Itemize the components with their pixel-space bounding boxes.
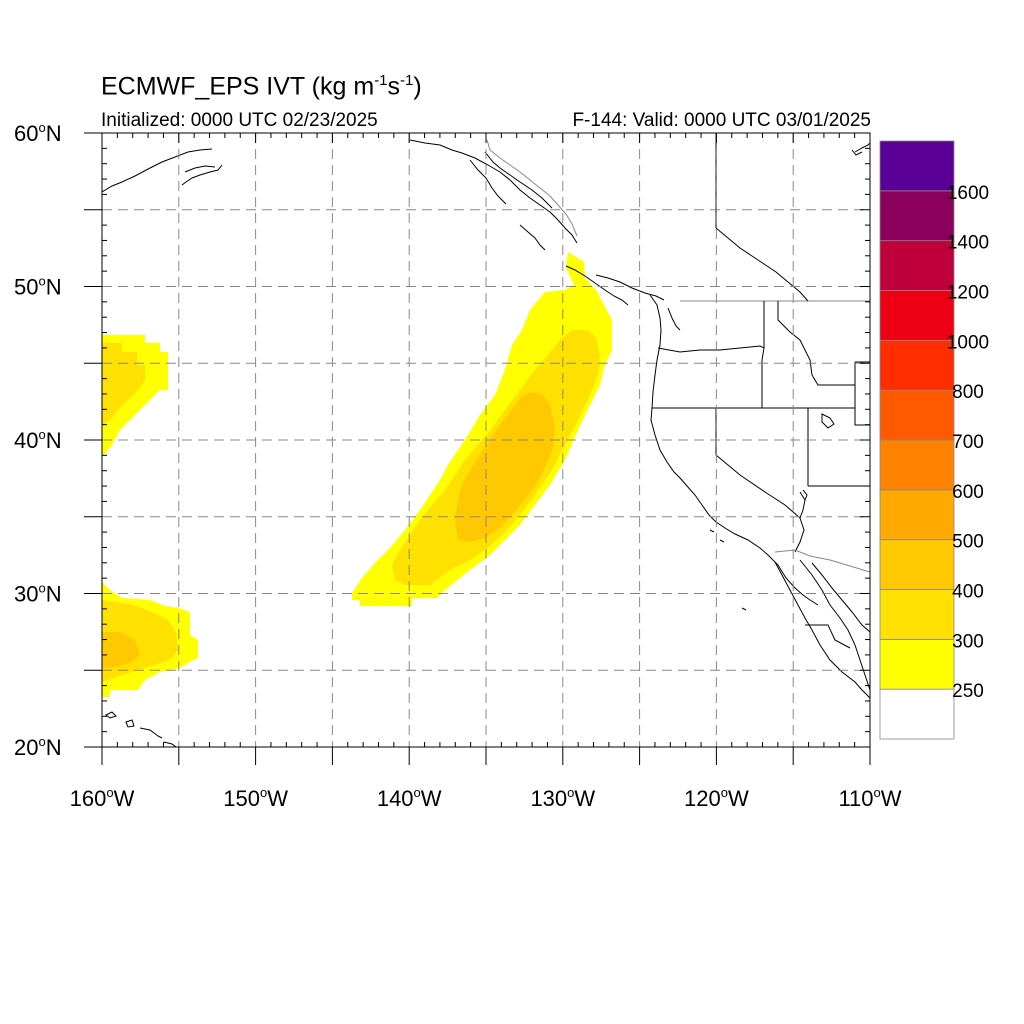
- colorbar-label: 250: [952, 681, 984, 702]
- colorbar-box: [879, 688, 955, 740]
- colorbar-box: [879, 240, 955, 291]
- longitude-labels: 160oW 150oW 140oW 130oW 120oW 110oW: [70, 785, 902, 811]
- colorbar-label: 1600: [947, 183, 989, 204]
- axis-ticks: [84, 132, 871, 765]
- colorbar-box: [879, 439, 955, 491]
- colorbar-box: [879, 389, 955, 441]
- lat-label: 60oN: [14, 120, 62, 146]
- colorbar-label: 700: [952, 432, 984, 453]
- latitude-labels: 60oN 50oN 40oN 30oN 20oN: [14, 120, 62, 760]
- figure-title: ECMWF_EPS IVT (kg m-1s-1): [101, 72, 422, 101]
- colorbar-box: [879, 638, 955, 690]
- valid-time: F-144: Valid: 0000 UTC 03/01/2025: [572, 110, 871, 131]
- colorbar-box: [879, 489, 955, 541]
- colorbar-box: [879, 190, 955, 242]
- colorbar-box: [879, 339, 955, 391]
- ivt-west-lower-500: [102, 632, 140, 668]
- colorbar-label: 1200: [947, 283, 989, 304]
- political-borders: [486, 133, 870, 649]
- colorbar-label: 800: [952, 382, 984, 403]
- colorbar-label: 500: [952, 532, 984, 553]
- colorbar-label: 600: [952, 482, 984, 503]
- colorbar: 250 300 400 500 600 700 800 1000 1200 1400 1600: [879, 140, 989, 740]
- initialized-time: Initialized: 0000 UTC 02/23/2025: [101, 110, 378, 131]
- lat-label: 30oN: [14, 581, 62, 607]
- lon-label: 160oW: [70, 785, 135, 811]
- lon-label: 120oW: [684, 785, 749, 811]
- colorbar-box: [879, 140, 955, 192]
- ivt-plume-300: [352, 252, 612, 606]
- colorbar-box: [879, 290, 955, 341]
- ivt-plume-500: [455, 392, 555, 542]
- colorbar-label: 1000: [947, 332, 989, 353]
- colorbar-label: 400: [952, 582, 984, 603]
- lon-label: 110oW: [838, 785, 901, 811]
- lon-label: 140oW: [377, 785, 442, 811]
- colorbar-label: 300: [952, 631, 984, 652]
- colorbar-box: [879, 539, 955, 590]
- coastlines: [102, 139, 870, 747]
- lat-label: 20oN: [14, 734, 62, 760]
- lon-label: 150oW: [223, 785, 288, 811]
- map-gridlines: [102, 133, 870, 747]
- lat-label: 40oN: [14, 427, 62, 453]
- colorbar-box: [879, 589, 955, 640]
- ivt-shading: [102, 252, 612, 697]
- colorbar-label: 1400: [947, 233, 989, 254]
- lon-label: 130oW: [530, 785, 595, 811]
- lat-label: 50oN: [14, 274, 62, 300]
